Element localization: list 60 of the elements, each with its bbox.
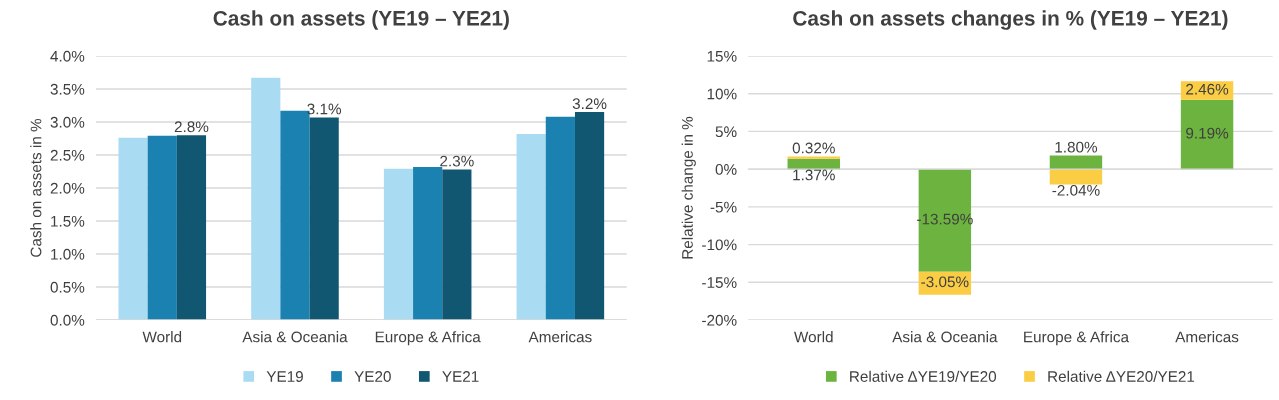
data-label: 2.3% (440, 155, 474, 167)
y-tick-label: 3.5% (50, 83, 85, 95)
data-label: 3.1% (307, 103, 342, 115)
bar (413, 166, 443, 320)
legend-label: YE21 (442, 371, 479, 382)
y-tick-label: -15% (702, 277, 737, 288)
data-label: 2.8% (174, 121, 209, 133)
bar (147, 135, 177, 320)
y-tick-label: -5% (710, 201, 737, 213)
data-label: 1.37% (793, 169, 835, 181)
y-axis-title: Relative change in % (681, 116, 696, 259)
x-tick-label: Asia & Oceania (892, 331, 998, 343)
bar (309, 117, 339, 320)
legend-label: Relative ΔYE20/YE21 (1048, 370, 1195, 382)
y-tick-label: 3.0% (50, 116, 85, 128)
x-tick-label: Europe & Africa (1024, 331, 1130, 346)
bar (176, 135, 207, 320)
y-tick-label: 1.0% (51, 248, 85, 260)
y-tick-label: 2.5% (50, 149, 85, 161)
y-axis-title: Cash on assets in % (30, 118, 42, 257)
y-tick-label: 4.0% (50, 50, 85, 62)
chart-title: Cash on assets changes in % (YE19 – YE21) (793, 10, 1228, 30)
data-label: 0.32% (792, 142, 835, 154)
y-tick-label: 1.5% (51, 215, 85, 227)
chart-title: Cash on assets (YE19 – YE21) (213, 10, 509, 30)
data-label: 9.19% (1186, 127, 1229, 139)
data-label: 3.2% (572, 98, 607, 110)
bar (787, 156, 840, 159)
y-tick-label: 15% (707, 50, 737, 62)
y-tick-label: 0% (715, 164, 737, 175)
x-tick-label: Americas (528, 331, 592, 343)
data-label: -2.04% (1052, 184, 1100, 196)
legend-label: YE20 (354, 371, 391, 382)
bar (383, 168, 414, 320)
bar (1180, 99, 1234, 170)
y-tick-label: 10% (707, 88, 737, 100)
bar (545, 116, 575, 320)
bar (516, 133, 546, 320)
x-tick-label: World (794, 331, 833, 343)
x-tick-label: Europe & Africa (375, 331, 481, 346)
x-tick-label: World (142, 331, 182, 343)
x-tick-label: Americas (1175, 331, 1239, 343)
data-label: -3.05% (921, 276, 969, 288)
bar (918, 169, 972, 272)
y-tick-label: 5% (715, 126, 737, 138)
bar (442, 169, 472, 320)
data-label: 1.80% (1055, 141, 1098, 153)
y-tick-label: -20% (702, 314, 737, 326)
x-tick-label: Asia & Oceania (242, 331, 348, 343)
bar (118, 137, 148, 320)
y-tick-label: -10% (702, 239, 737, 251)
bar (1049, 169, 1103, 185)
y-tick-label: 0.0% (50, 314, 85, 326)
bar (574, 112, 605, 320)
legend-label: Relative ΔYE19/YE20 (850, 370, 997, 382)
y-tick-label: 0.5% (50, 281, 85, 293)
y-tick-label: 2.0% (50, 182, 85, 194)
data-label: 2.46% (1186, 83, 1229, 95)
bar (251, 77, 281, 320)
legend-label: YE19 (266, 371, 303, 382)
